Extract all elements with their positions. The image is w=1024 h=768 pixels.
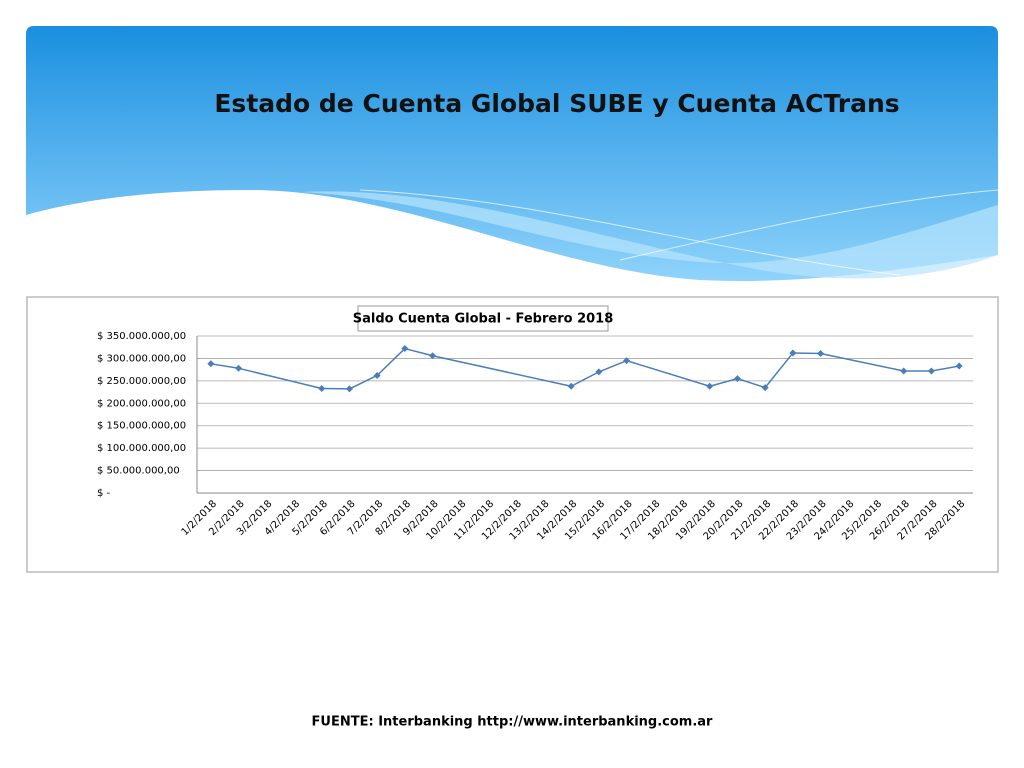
header-banner <box>26 26 998 281</box>
wave <box>300 191 998 279</box>
data-point <box>401 345 409 353</box>
line-segment <box>737 377 766 389</box>
y-tick-label: $ 350.000.000,00 <box>97 331 186 342</box>
data-point <box>207 360 215 368</box>
y-tick-label: $ 250.000.000,00 <box>97 376 186 387</box>
line-segment <box>598 359 627 373</box>
y-tick-label: $ 200.000.000,00 <box>97 398 186 409</box>
line-segment <box>238 367 322 390</box>
chart-title: Saldo Cuenta Global - Febrero 2018 <box>353 312 614 327</box>
data-point <box>706 382 714 390</box>
data-point <box>789 349 797 357</box>
data-point <box>955 362 963 370</box>
line-segment <box>931 365 960 372</box>
chart-frame <box>26 296 999 573</box>
data-point <box>567 382 575 390</box>
line-segment <box>820 352 904 372</box>
data-point <box>900 367 908 375</box>
data-point <box>817 349 825 357</box>
line-segment <box>404 347 433 357</box>
slide-title: Estado de Cuenta Global SUBE y Cuenta AC… <box>214 89 899 118</box>
chart-title-box <box>357 305 609 332</box>
data-point <box>345 385 353 393</box>
data-point <box>373 371 381 379</box>
y-tick-label: $ - <box>97 488 111 499</box>
data-point <box>429 352 437 360</box>
line-segment <box>210 363 239 370</box>
wave-line <box>619 189 999 261</box>
data-point <box>761 384 769 392</box>
data-point <box>318 384 326 392</box>
data-point <box>235 364 243 372</box>
line-segment <box>626 359 710 387</box>
source-note: FUENTE: Interbanking http://www.interban… <box>312 715 714 730</box>
line-segment <box>376 348 406 377</box>
line-segment <box>570 371 600 387</box>
y-tick-label: $ 300.000.000,00 <box>97 353 186 364</box>
y-tick-label: $ 50.000.000,00 <box>97 466 180 477</box>
data-point <box>595 368 603 376</box>
data-point <box>927 367 935 375</box>
line-segment <box>764 352 794 389</box>
line-segment <box>432 355 572 387</box>
line-segment <box>349 374 378 390</box>
y-tick-label: $ 100.000.000,00 <box>97 443 186 454</box>
data-point <box>623 357 631 365</box>
y-tick-label: $ 150.000.000,00 <box>97 421 186 432</box>
data-point <box>733 375 741 383</box>
line-segment <box>709 377 738 387</box>
wave-line <box>359 189 901 276</box>
